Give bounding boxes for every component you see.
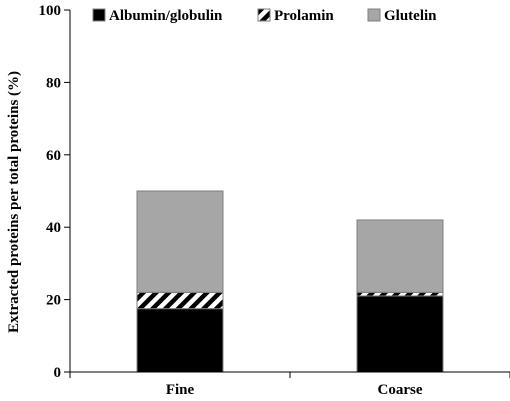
y-axis-title: Extracted proteins per total proteins (%… [6,71,22,333]
legend-label-prolamin: Prolamin [274,8,334,24]
y-tick-label: 100 [39,3,62,19]
y-axis-ticks: 0 20 40 60 80 100 [39,3,70,381]
y-tick-label: 0 [54,365,62,381]
bar-coarse-glutelin [356,219,444,293]
bar-coarse-albumin-globulin [356,295,444,373]
bar-fine-glutelin [136,190,224,293]
y-tick-label: 40 [46,220,61,236]
bar-fine-albumin-globulin [136,308,224,373]
legend-swatch-glutelin [367,8,381,22]
y-tick-label: 80 [46,75,61,91]
legend: Albumin/globulin Prolamin Glutelin [92,8,437,24]
legend-label-albumin-globulin: Albumin/globulin [109,8,223,24]
y-tick-label: 20 [46,293,61,309]
bar-fine-prolamin [136,291,224,310]
x-category-label-coarse: Coarse [378,382,423,398]
legend-swatch-albumin-globulin [92,8,106,22]
x-category-label-fine: Fine [166,382,195,398]
bars [136,190,444,373]
legend-label-glutelin: Glutelin [384,8,437,24]
y-tick-label: 60 [46,148,61,164]
x-axis-labels: Fine Coarse [69,372,510,398]
bar-coarse-prolamin [356,291,444,297]
legend-swatch-prolamin [257,8,271,22]
